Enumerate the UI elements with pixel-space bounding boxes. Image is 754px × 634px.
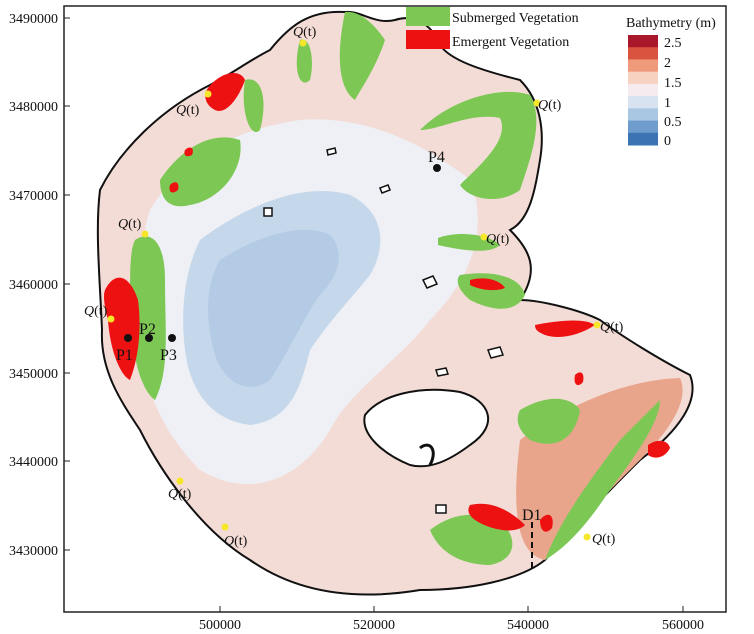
colorbar-swatch: [628, 83, 658, 97]
islet: [326, 147, 337, 156]
colorbar-tick: 2.5: [664, 36, 682, 51]
colorbar-title: Bathymetry (m): [626, 16, 716, 31]
svg-text:Q(t): Q(t): [118, 217, 142, 232]
inflow-marker-10: Q(t): [583, 532, 616, 547]
colorbar-swatch: [628, 71, 658, 85]
y-axis: [64, 17, 70, 551]
svg-text:Q(t): Q(t): [176, 103, 200, 118]
colorbar-swatch: [628, 108, 658, 122]
y-tick-label: 3450000: [9, 367, 58, 382]
colorbar-swatch: [628, 59, 658, 73]
label-d1: D1: [522, 507, 542, 524]
svg-text:Q(t): Q(t): [538, 98, 562, 113]
label-p4: P4: [428, 149, 445, 166]
point-p4: [433, 164, 441, 172]
svg-text:Q(t): Q(t): [224, 534, 248, 549]
colorbar-swatch: [628, 47, 658, 60]
emergent-vegetation: [104, 73, 670, 532]
label-p1: P1: [116, 347, 133, 364]
inflow-marker-4: Q(t): [118, 217, 149, 238]
svg-text:Q(t): Q(t): [486, 232, 510, 247]
colorbar-tick: 0: [664, 134, 671, 149]
y-tick-label: 3470000: [9, 189, 58, 204]
islet: [421, 275, 439, 289]
inflow-marker-6: Q(t): [84, 304, 115, 323]
lake-deeper-zone: [208, 229, 339, 387]
point-p3: [168, 334, 176, 342]
islet: [435, 504, 447, 514]
colorbar-tick: 0.5: [664, 115, 682, 130]
islet: [435, 367, 449, 377]
legend-emergent-label: Emergent Vegetation: [452, 35, 569, 50]
islet: [487, 346, 504, 359]
x-tick-label: 540000: [507, 618, 549, 633]
inflow-marker-9: Q(t): [221, 523, 248, 549]
svg-text:Q(t): Q(t): [84, 304, 108, 319]
y-tick-label: 3460000: [9, 278, 58, 293]
x-tick-label: 520000: [353, 618, 395, 633]
submerged-vegetation: [130, 11, 660, 565]
colorbar: [628, 35, 658, 146]
svg-text:Q(t): Q(t): [293, 25, 317, 40]
svg-text:Q(t): Q(t): [592, 532, 616, 547]
inflow-marker-3: Q(t): [533, 98, 562, 113]
colorbar-tick: 2: [664, 56, 671, 71]
x-tick-label: 500000: [199, 618, 241, 633]
y-tick-label: 3480000: [9, 100, 58, 115]
x-tick-label: 560000: [662, 618, 704, 633]
colorbar-swatch: [628, 35, 658, 48]
island: [363, 388, 490, 468]
islet: [263, 207, 273, 217]
x-axis: [219, 606, 684, 612]
y-tick-label: 3430000: [9, 544, 58, 559]
legend-emergent-swatch: [406, 30, 450, 49]
legend-submerged-label: Submerged Vegetation: [452, 11, 579, 26]
label-p3: P3: [160, 347, 177, 364]
colorbar-swatch: [628, 120, 658, 134]
svg-text:Q(t): Q(t): [600, 320, 624, 335]
point-p1: [124, 334, 132, 342]
label-p2: P2: [139, 321, 156, 338]
inflow-marker-8: Q(t): [168, 477, 192, 502]
inflow-marker-2: Q(t): [176, 90, 212, 118]
inflow-marker-1: Q(t): [293, 25, 317, 47]
point-p2: [145, 334, 153, 342]
colorbar-swatch: [628, 132, 658, 146]
svg-text:Q(t): Q(t): [168, 487, 192, 502]
islet: [379, 184, 391, 194]
inflow-marker-7: Q(t): [593, 320, 624, 335]
colorbar-swatch: [628, 96, 658, 109]
island-hook: [419, 443, 435, 466]
y-tick-label: 3440000: [9, 455, 58, 470]
legend-submerged-swatch: [406, 7, 450, 26]
colorbar-tick: 1.5: [664, 76, 682, 91]
colorbar-tick: 1: [664, 96, 671, 111]
y-tick-label: 3490000: [9, 12, 58, 27]
inflow-marker-5: Q(t): [480, 232, 510, 247]
